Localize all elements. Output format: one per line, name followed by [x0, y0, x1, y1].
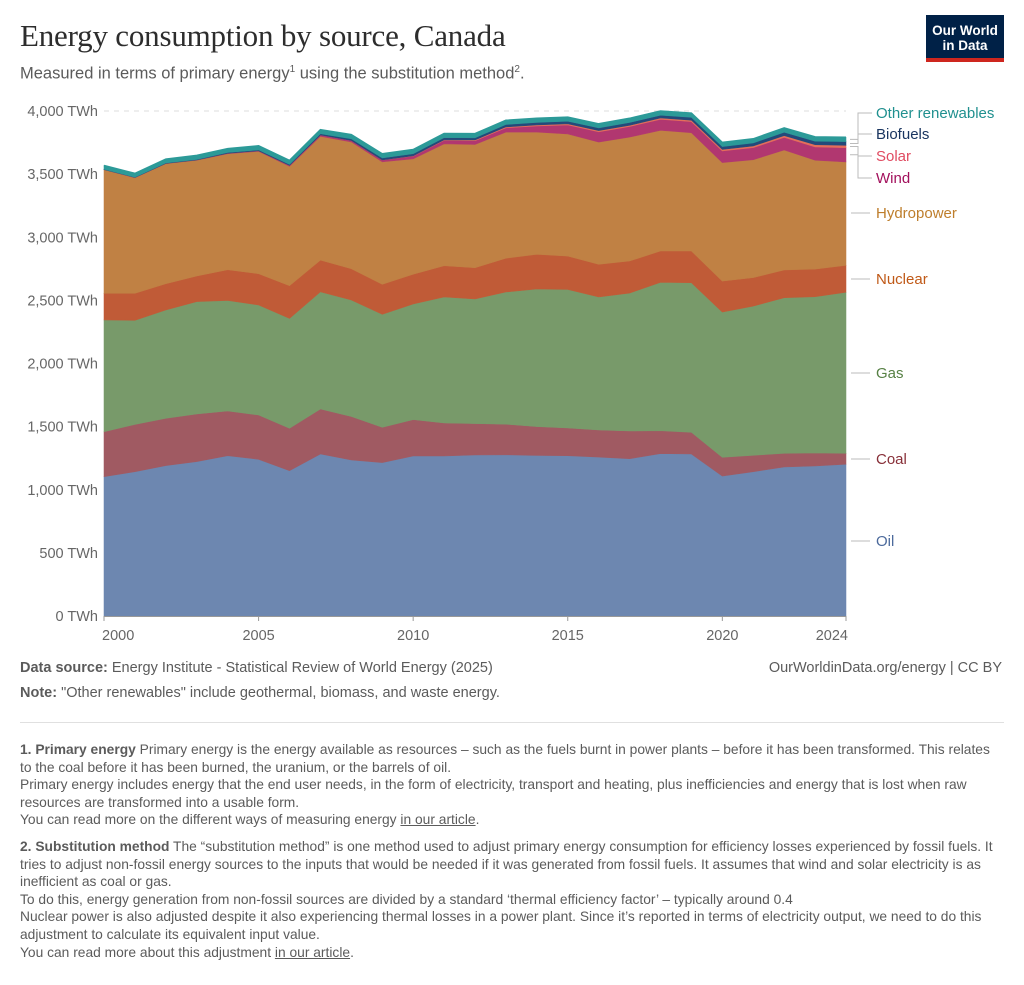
source-url[interactable]: OurWorldinData.org/energy | CC BY — [768, 660, 1002, 676]
footnote-2: 2. Substitution method The “substitution… — [20, 838, 1004, 961]
article-link-2[interactable]: in our article — [274, 944, 351, 960]
footnote-text: . — [350, 944, 354, 960]
total-outline — [103, 110, 847, 175]
legend-label-other-renewables[interactable]: Other renewables — [876, 105, 994, 122]
footnote-2-title: 2. Substitution method — [20, 838, 170, 854]
y-tick-label: 500 TWh — [39, 546, 98, 562]
footnote-ref-1[interactable]: 1 — [289, 64, 296, 75]
x-tick-label: 2024 — [816, 628, 848, 644]
footnote-text: You can read more about this adjustment — [20, 944, 275, 960]
legend-label-gas[interactable]: Gas — [876, 365, 904, 382]
legend-connector — [850, 146, 872, 157]
footnote-text: . — [475, 812, 480, 828]
area-series — [103, 110, 847, 617]
note-text: "Other renewables" include geothermal, b… — [57, 685, 500, 701]
x-tick-label: 2020 — [706, 628, 738, 644]
y-tick-label: 2,500 TWh — [27, 293, 98, 309]
legend-label-oil[interactable]: Oil — [876, 533, 894, 550]
legend-connector — [850, 133, 872, 144]
x-tick-label: 2015 — [552, 628, 584, 644]
y-tick-label: 4,000 TWh — [27, 104, 98, 120]
article-link-1[interactable]: in our article — [400, 812, 476, 828]
x-tick-label: 2000 — [102, 628, 134, 644]
x-axis: 2000 2005 2010 2015 2020 2024 — [102, 616, 848, 644]
x-tick-label: 2010 — [397, 628, 429, 644]
subtitle-text: Measured in terms of primary energy — [20, 64, 290, 83]
area-oil[interactable] — [103, 453, 847, 617]
chart-title: Energy consumption by source, Canada — [20, 18, 506, 53]
footnote-1: 1. Primary energy Primary energy is the … — [20, 741, 1004, 829]
footnotes: 1. Primary energy Primary energy is the … — [20, 741, 1004, 970]
legend-label-solar[interactable]: Solar — [876, 148, 911, 165]
note-label: Note: — [20, 685, 58, 701]
footnote-text: Primary energy is the energy available a… — [20, 742, 990, 775]
legend-label-hydropower[interactable]: Hydropower — [876, 205, 957, 222]
stacked-area-chart: 0 TWh 500 TWh 1,000 TWh 1,500 TWh 2,000 TWh 2… — [27, 104, 994, 644]
x-tick-label: 2005 — [242, 628, 274, 644]
data-source-text[interactable]: Energy Institute - Statistical Review of… — [107, 660, 493, 676]
legend-label-coal[interactable]: Coal — [876, 451, 907, 468]
legend-connector — [850, 154, 872, 179]
legend: Oil Coal Gas Nuclear Hydropower Wind Solar Biof… — [850, 105, 994, 550]
subtitle-text: using the substitution method — [295, 64, 515, 83]
divider — [20, 722, 1004, 723]
y-tick-label: 3,000 TWh — [27, 230, 98, 246]
footnote-text: Primary energy includes energy that the … — [20, 777, 967, 810]
owid-logo[interactable]: Our World in Data — [926, 15, 1004, 62]
footnote-text: To do this, energy generation from non-f… — [20, 891, 793, 907]
footnote-text: Nuclear power is also adjusted despite i… — [20, 909, 982, 942]
logo-line-2: in Data — [942, 38, 988, 53]
y-tick-label: 1,500 TWh — [27, 420, 98, 436]
chart-subtitle: Measured in terms of primary energy1 usi… — [20, 64, 525, 84]
data-source-label: Data source: — [20, 660, 108, 676]
legend-label-biofuels[interactable]: Biofuels — [876, 126, 929, 143]
logo-line-1: Our World — [932, 23, 998, 38]
y-tick-label: 1,000 TWh — [27, 483, 98, 499]
data-source: Data source: Energy Institute - Statisti… — [20, 660, 493, 676]
chart-note: Note: "Other renewables" include geother… — [20, 685, 500, 701]
y-tick-label: 2,000 TWh — [27, 357, 98, 373]
subtitle-text: . — [519, 64, 525, 83]
legend-connector — [850, 112, 872, 140]
legend-label-wind[interactable]: Wind — [876, 170, 910, 187]
y-axis: 0 TWh 500 TWh 1,000 TWh 1,500 TWh 2,000 TWh 2… — [27, 104, 98, 625]
y-tick-label: 0 TWh — [56, 609, 98, 625]
footnote-text: The “substitution method” is one method … — [20, 838, 993, 890]
footnote-ref-2[interactable]: 2 — [514, 64, 520, 75]
legend-label-nuclear[interactable]: Nuclear — [876, 271, 928, 288]
y-tick-label: 3,500 TWh — [27, 167, 98, 183]
footnote-1-title: 1. Primary energy — [20, 742, 136, 757]
footnote-text: You can read more on the different ways … — [20, 812, 401, 828]
